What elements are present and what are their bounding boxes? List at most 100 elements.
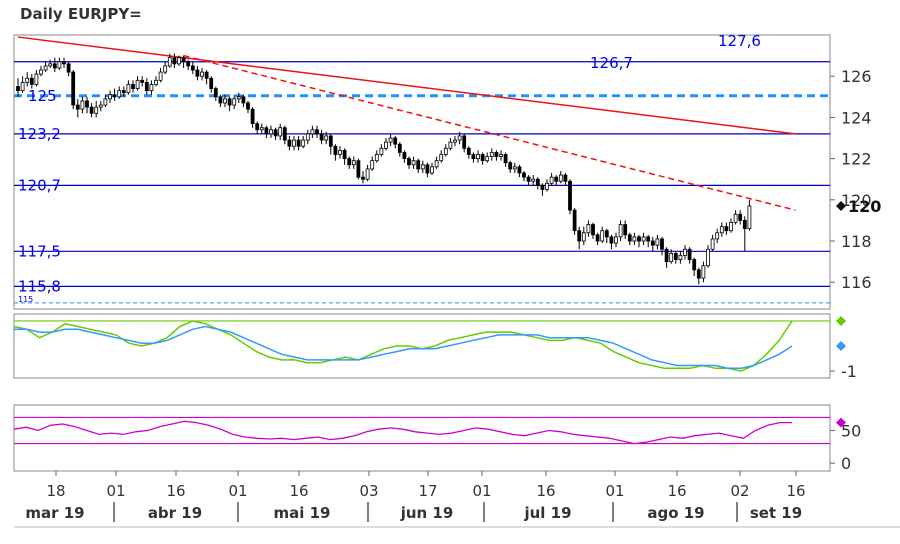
candle xyxy=(296,135,301,151)
candle xyxy=(98,100,103,112)
candle xyxy=(471,152,476,163)
candle xyxy=(738,210,743,225)
candle xyxy=(282,125,287,145)
candle xyxy=(190,61,195,75)
x-tick-label: 16 xyxy=(289,482,308,500)
candle xyxy=(333,144,338,161)
candle-body xyxy=(457,135,462,141)
candle-body xyxy=(687,248,692,260)
candle-body xyxy=(568,180,572,211)
candle xyxy=(439,150,444,163)
candle xyxy=(646,234,651,248)
candle-body xyxy=(20,81,25,92)
candle xyxy=(338,146,342,159)
candle-body xyxy=(591,224,595,236)
candle-body xyxy=(420,164,425,170)
candle xyxy=(379,144,384,157)
candle xyxy=(163,61,168,75)
level-label: 120,7 xyxy=(18,176,61,194)
candle-body xyxy=(140,79,145,83)
candle xyxy=(600,226,605,244)
candle xyxy=(117,86,122,99)
candle-body xyxy=(200,71,204,77)
candle-body xyxy=(476,154,480,160)
candle-body xyxy=(195,69,200,77)
candle xyxy=(34,70,39,87)
candle xyxy=(724,222,729,235)
candle xyxy=(66,61,71,77)
x-month-label: jul 19 xyxy=(523,504,571,522)
candle xyxy=(591,222,595,239)
candle-body xyxy=(213,88,218,98)
candle-body xyxy=(108,94,112,100)
candle xyxy=(305,129,310,145)
level-label: 125 xyxy=(28,87,57,105)
candle xyxy=(16,78,20,97)
candle xyxy=(517,164,522,178)
candle xyxy=(310,125,315,139)
candle xyxy=(494,150,499,161)
candle xyxy=(195,65,200,81)
candle xyxy=(94,100,99,118)
candle-body xyxy=(43,65,48,71)
x-month-label: ago 19 xyxy=(647,504,704,522)
candle-body xyxy=(241,96,246,104)
candle-body xyxy=(604,230,609,238)
candle-body xyxy=(719,226,724,234)
candle xyxy=(250,107,255,128)
trend-line xyxy=(17,36,796,135)
candle xyxy=(411,156,416,169)
candle-body xyxy=(650,240,655,246)
candle-body xyxy=(678,255,683,260)
candle-body xyxy=(430,166,434,174)
rsi-tick-label: 0 xyxy=(841,454,851,473)
candle-body xyxy=(586,224,591,234)
candle-body xyxy=(361,176,365,180)
candle xyxy=(540,183,545,196)
chart-title: Daily EURJPY= xyxy=(20,5,142,23)
level-label: 115 xyxy=(18,295,33,304)
candle xyxy=(430,162,434,176)
candle-body xyxy=(402,152,407,160)
candle xyxy=(365,164,370,182)
candle-body xyxy=(324,135,329,141)
candle xyxy=(420,160,425,174)
candle-body xyxy=(227,98,232,106)
candle-body xyxy=(434,160,439,168)
candle xyxy=(742,216,747,252)
level-label: 123,2 xyxy=(18,125,61,143)
candle-body xyxy=(282,127,287,141)
candle xyxy=(135,76,140,91)
candle-body xyxy=(273,129,278,137)
candle xyxy=(669,249,674,264)
candle-body xyxy=(98,104,103,108)
candle-body xyxy=(16,86,20,92)
candle-body xyxy=(48,63,53,67)
candle-body xyxy=(94,106,99,114)
candle xyxy=(604,228,609,244)
candle xyxy=(660,236,664,256)
candle xyxy=(347,156,352,169)
candle xyxy=(531,175,536,186)
candle-body xyxy=(742,220,747,230)
candle xyxy=(512,162,517,174)
candle-body xyxy=(696,269,701,279)
x-tick-label: 16 xyxy=(536,482,555,500)
candle-body xyxy=(186,61,191,67)
candle-body xyxy=(135,79,140,89)
candle xyxy=(710,234,715,252)
candle xyxy=(425,162,430,178)
candle xyxy=(480,152,485,165)
candle-body xyxy=(177,57,181,65)
candle xyxy=(581,226,586,246)
candle-body xyxy=(416,160,421,170)
candle xyxy=(407,156,411,169)
candle-body xyxy=(448,141,453,149)
candle xyxy=(218,94,223,108)
candle-body xyxy=(581,232,586,242)
candle-body xyxy=(259,127,264,131)
candle-body xyxy=(632,236,637,242)
candle xyxy=(232,94,237,110)
candle-body xyxy=(71,71,76,106)
candle-body xyxy=(163,65,168,73)
